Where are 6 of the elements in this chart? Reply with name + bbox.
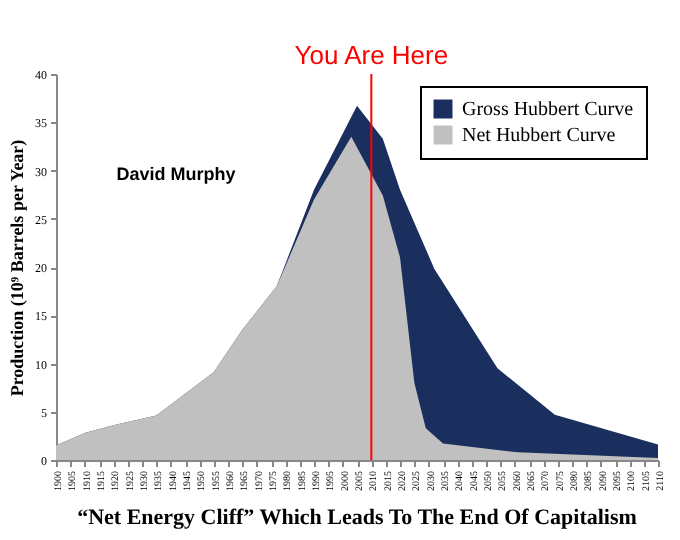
legend-label: Net Hubbert Curve <box>462 125 617 147</box>
legend-label: Gross Hubbert Curve <box>462 99 635 121</box>
ref-line-label: You Are Here <box>294 40 449 70</box>
annotation: David Murphy <box>116 164 236 184</box>
y-axis-title: Production (10⁹ Barrels per Year) <box>7 139 27 397</box>
text: “Net Energy Cliff” Which Leads To The End Of Capitalism <box>77 506 637 530</box>
